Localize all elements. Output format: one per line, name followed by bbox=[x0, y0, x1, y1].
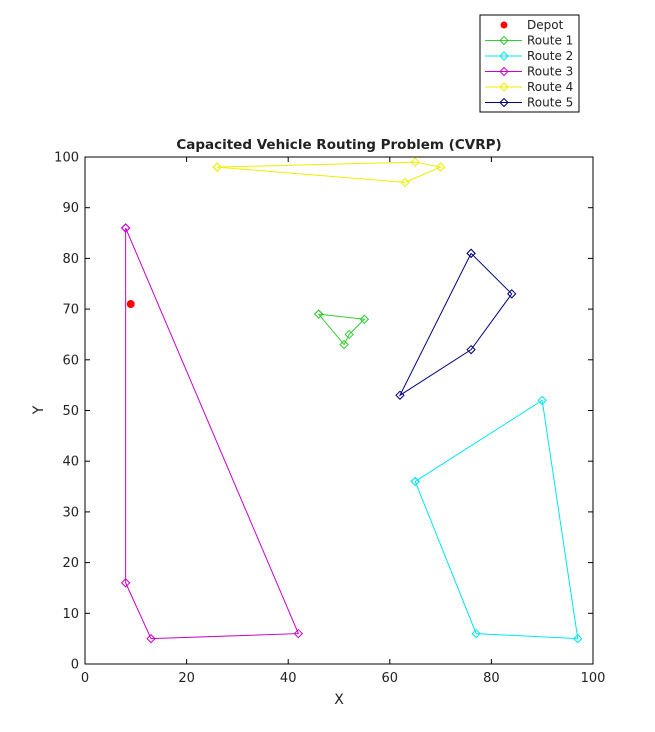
legend-marker bbox=[499, 97, 509, 108]
y-tick-label: 20 bbox=[62, 556, 79, 571]
legend-item: Route 1 bbox=[485, 34, 573, 48]
route-line bbox=[217, 161, 443, 183]
route-point bbox=[435, 162, 446, 172]
route-point bbox=[410, 476, 420, 487]
chart-title: Capacited Vehicle Routing Problem (CVRP) bbox=[176, 137, 501, 153]
route-point bbox=[466, 248, 476, 259]
route-line bbox=[414, 399, 579, 640]
y-tick-label: 90 bbox=[62, 201, 79, 216]
y-tick-label: 80 bbox=[62, 252, 79, 267]
route-point bbox=[395, 390, 405, 400]
route-point bbox=[400, 177, 410, 188]
legend-label: Route 1 bbox=[527, 34, 573, 48]
x-tick-label: 60 bbox=[382, 671, 399, 686]
legend-marker bbox=[499, 51, 509, 61]
legend-marker bbox=[499, 82, 509, 92]
series-layer bbox=[120, 157, 583, 644]
x-axis-label: X bbox=[334, 692, 344, 708]
x-tick-label: 40 bbox=[280, 671, 297, 686]
x-tick-label: 80 bbox=[483, 671, 500, 686]
x-tick-label: 20 bbox=[178, 671, 195, 686]
series-route-2 bbox=[410, 395, 583, 644]
x-tick-label: 0 bbox=[81, 671, 89, 686]
route-line bbox=[318, 313, 366, 346]
legend-label: Route 3 bbox=[527, 65, 573, 79]
route-point bbox=[120, 578, 131, 588]
y-tick-label: 10 bbox=[62, 607, 79, 622]
x-tick-label: 100 bbox=[581, 671, 606, 686]
route-point bbox=[466, 344, 476, 355]
series-route-4 bbox=[212, 157, 446, 188]
route-point bbox=[359, 314, 370, 324]
y-tick-label: 70 bbox=[62, 303, 79, 318]
route-point bbox=[339, 339, 349, 350]
route-line bbox=[398, 252, 513, 397]
route-point bbox=[573, 633, 583, 644]
legend-marker bbox=[499, 35, 509, 46]
route-point bbox=[471, 628, 481, 639]
legend-item: Route 5 bbox=[485, 96, 573, 110]
y-tick-label: 0 bbox=[71, 658, 79, 673]
legend-box bbox=[479, 14, 580, 113]
route-point bbox=[410, 157, 420, 167]
y-tick-label: 60 bbox=[62, 353, 79, 368]
y-tick-label: 40 bbox=[62, 455, 79, 470]
depot-point bbox=[126, 300, 135, 309]
legend-item: Route 4 bbox=[485, 80, 573, 94]
y-tick-label: 50 bbox=[62, 404, 79, 419]
route-point bbox=[146, 633, 156, 644]
plot-frame bbox=[84, 156, 594, 665]
legend-label: Route 2 bbox=[527, 49, 573, 63]
route-point bbox=[293, 628, 304, 639]
legend-marker bbox=[499, 66, 509, 77]
legend-item: Route 2 bbox=[485, 49, 573, 63]
y-tick-label: 100 bbox=[54, 151, 79, 166]
legend-item: Route 3 bbox=[485, 65, 573, 79]
legend-item: Depot bbox=[500, 18, 564, 32]
series-route-3 bbox=[120, 223, 304, 644]
legend-label: Route 5 bbox=[527, 96, 573, 110]
route-line bbox=[125, 227, 300, 640]
legend-label: Depot bbox=[527, 18, 564, 32]
route-point bbox=[313, 309, 324, 319]
route-point bbox=[507, 289, 517, 299]
route-point bbox=[120, 223, 131, 233]
legend-depot-marker bbox=[500, 21, 508, 29]
legend-label: Route 4 bbox=[527, 80, 573, 94]
y-axis-label: Y bbox=[31, 405, 47, 415]
series-route-1 bbox=[313, 309, 370, 350]
y-tick-label: 30 bbox=[62, 505, 79, 520]
route-point bbox=[537, 395, 547, 406]
route-point bbox=[344, 329, 354, 340]
series-route-5 bbox=[395, 248, 517, 400]
axes: 0 20 40 60 80 100 0 10 20 30 40 50 60 70 80 90 100 bbox=[54, 151, 605, 687]
route-point bbox=[212, 162, 222, 172]
